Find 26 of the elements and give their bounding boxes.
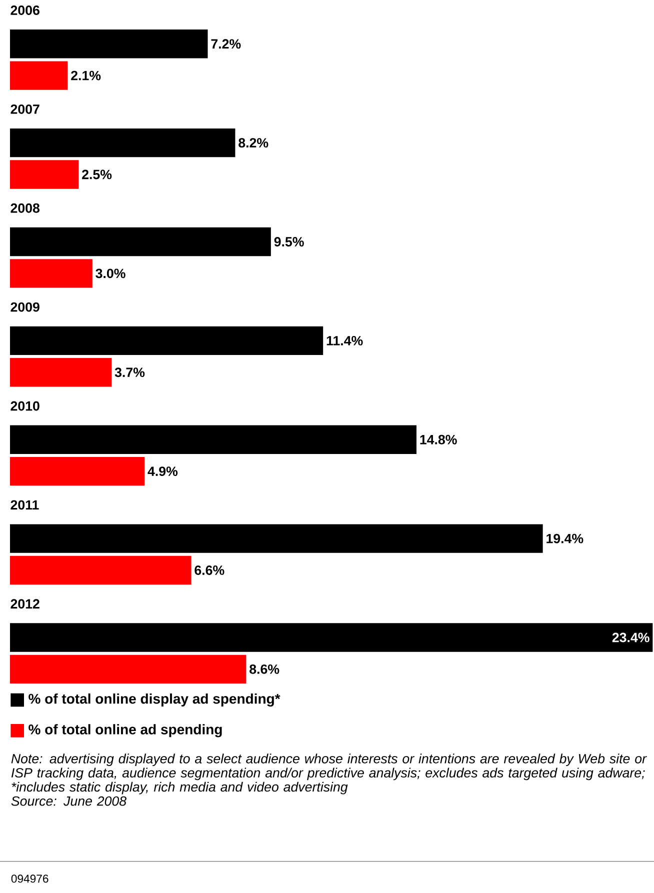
- y-tick-label: 2009: [10, 302, 40, 312]
- y-tick-label: 2007: [10, 104, 40, 114]
- data-label: 23.4%: [612, 632, 650, 642]
- source-note: Source: June 2008: [11, 796, 126, 806]
- legend-label: % of total online ad spending: [28, 724, 222, 738]
- y-tick-label: 2011: [10, 500, 39, 510]
- data-label: 14.8%: [420, 434, 457, 444]
- data-label: 7.2%: [211, 39, 241, 49]
- y-tick-label: 2012: [10, 599, 40, 609]
- data-label: 8.2%: [238, 138, 268, 148]
- y-tick-label: 2006: [10, 6, 40, 15]
- text: 094976: [11, 874, 48, 883]
- data-label: 3.7%: [114, 368, 145, 378]
- data-label: 9.5%: [274, 237, 304, 246]
- text: Note: advertising displayed to a select audience whose interests or intentions are revealed by Web site or ISP tracking data, audience segmentation and/or predictive analysis; excludes ads targeted using adware; *includes static display, rich media and video advertising: [11, 754, 647, 794]
- y-tick-label: 2010: [10, 401, 40, 411]
- data-label: 6.6%: [194, 566, 224, 575]
- legend-label: % of total online display ad spending*: [28, 693, 280, 707]
- data-label: 2.1%: [71, 70, 101, 80]
- data-label: 2.5%: [82, 170, 112, 180]
- data-label: 19.4%: [546, 534, 584, 544]
- data-label: 3.0%: [96, 268, 126, 278]
- y-tick-label: 2008: [10, 203, 40, 213]
- data-label: 11.4%: [326, 336, 363, 346]
- data-label: 4.9%: [148, 466, 178, 476]
- data-label: 8.6%: [250, 664, 280, 674]
